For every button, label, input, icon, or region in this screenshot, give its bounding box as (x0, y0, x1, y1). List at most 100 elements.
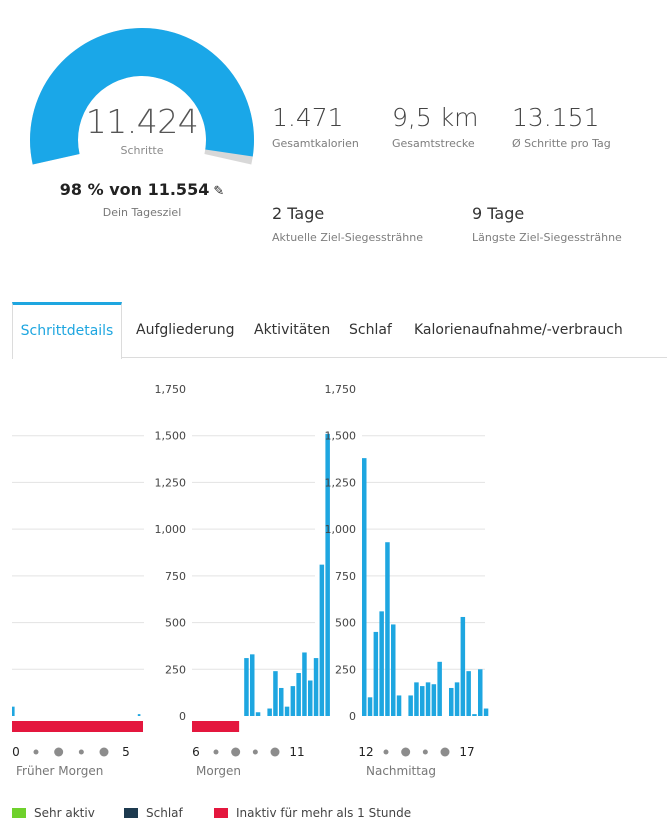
hour-dot (231, 747, 241, 757)
steps-gauge-arc (30, 28, 255, 165)
step-bar[interactable] (244, 658, 249, 716)
step-bar[interactable] (454, 682, 460, 716)
streak-value: 2 Tage (272, 204, 325, 223)
step-bar[interactable] (483, 708, 489, 716)
step-bar[interactable] (408, 695, 413, 716)
hour-label-end: 17 (459, 745, 474, 759)
step-bar[interactable] (279, 687, 284, 716)
hour-dot (440, 747, 450, 757)
tab-bar: Schrittdetails Aufgliederung Aktivitäten… (12, 302, 667, 359)
y-tick-label: 500 (335, 617, 356, 630)
period-label: Nachmittag (366, 764, 436, 778)
step-bar[interactable] (308, 680, 313, 716)
tab-aktivitaeten[interactable]: Aktivitäten (254, 322, 331, 338)
step-bar[interactable] (290, 686, 296, 716)
stat-average-steps: 13.151 Ø Schritte pro Tag (512, 104, 612, 154)
step-bar[interactable] (137, 714, 141, 716)
step-bar[interactable] (396, 695, 402, 716)
hour-label-start: 6 (192, 745, 200, 759)
tab-schrittdetails[interactable]: Schrittdetails (12, 302, 122, 359)
step-bar[interactable] (466, 671, 471, 716)
tab-kalorien[interactable]: Kalorienaufnahme/-verbrauch (414, 322, 623, 338)
step-bar[interactable] (267, 708, 272, 716)
daily-goal-label: Dein Tagesziel (102, 206, 182, 219)
y-tick-label: 0 (349, 710, 356, 723)
step-bar[interactable] (373, 631, 379, 716)
stat-label: Gesamtstrecke (392, 137, 475, 150)
legend-label: Sehr aktiv (34, 806, 95, 820)
chart-panel-1: 0 250 500 750 1,000 1,250 1,500 1,750 6 11 Morgen (155, 383, 330, 778)
step-bar[interactable] (460, 616, 466, 716)
hour-dot (401, 747, 411, 757)
hour-dot (213, 749, 219, 755)
step-bar[interactable] (478, 669, 483, 716)
hour-label-start: 0 (12, 745, 20, 759)
legend-swatch (12, 807, 26, 818)
streak-value: 9 Tage (472, 204, 525, 223)
period-label: Morgen (196, 764, 241, 778)
hour-dot (422, 749, 428, 755)
inactive-period-bar (12, 721, 143, 732)
y-tick-label: 1,000 (155, 523, 187, 536)
hour-dot (54, 747, 64, 757)
step-bar[interactable] (379, 611, 384, 716)
hour-label-end: 11 (289, 745, 304, 759)
tab-aufgliederung[interactable]: Aufgliederung (136, 322, 235, 338)
step-bar[interactable] (420, 686, 425, 716)
streak-label: Längste Ziel-Siegessträhne (472, 231, 622, 244)
hour-dot (78, 749, 84, 755)
legend-inactive: Inaktiv für mehr als 1 Stunde (214, 806, 411, 820)
step-bar[interactable] (12, 706, 15, 716)
hour-label-end: 5 (122, 745, 130, 759)
streak-label: Aktuelle Ziel-Siegessträhne (272, 231, 424, 244)
step-bar[interactable] (362, 458, 367, 716)
step-bar[interactable] (250, 654, 255, 716)
stat-value: 13.151 (512, 103, 600, 132)
y-tick-label: 1,500 (155, 430, 187, 443)
step-bar[interactable] (296, 673, 301, 716)
step-bar[interactable] (367, 697, 373, 716)
step-bar[interactable] (273, 671, 278, 716)
stat-current-streak: 2 Tage Aktuelle Ziel-Siegessträhne (272, 204, 452, 248)
y-tick-label: 1,750 (155, 383, 187, 396)
step-bar[interactable] (431, 684, 437, 716)
step-bar[interactable] (313, 658, 319, 716)
chart-panel-2: 0 250 500 750 1,000 1,250 1,500 1,750 12 17 Nachmi… (325, 383, 489, 778)
step-bar[interactable] (472, 714, 477, 716)
step-bar[interactable] (325, 433, 330, 716)
step-bar[interactable] (437, 661, 442, 716)
step-bar[interactable] (391, 624, 396, 716)
legend-label: Inaktiv für mehr als 1 Stunde (236, 806, 412, 820)
daily-goal-text: 98 % von 11.554 (59, 180, 210, 199)
steps-label: Schritte (120, 144, 164, 157)
step-bar[interactable] (385, 542, 390, 716)
step-bar[interactable] (302, 652, 307, 716)
y-tick-label: 1,250 (325, 476, 357, 489)
step-bar[interactable] (319, 564, 325, 716)
stat-label: Gesamtkalorien (272, 137, 359, 150)
legend-label: Schlaf (146, 806, 183, 820)
hour-dot (270, 747, 280, 757)
y-tick-label: 1,250 (155, 476, 187, 489)
y-tick-label: 0 (179, 710, 186, 723)
y-tick-label: 1,750 (325, 383, 357, 396)
step-bar[interactable] (255, 712, 261, 716)
stat-total-calories: 1.471 Gesamtkalorien (272, 104, 372, 154)
step-bar[interactable] (284, 706, 290, 716)
legend-swatch (124, 807, 138, 818)
legend-sleep: Schlaf (124, 806, 183, 820)
hour-dot (99, 747, 109, 757)
period-label: Früher Morgen (16, 764, 103, 778)
hour-dot (252, 749, 258, 755)
step-bar[interactable] (449, 687, 454, 716)
step-bar[interactable] (414, 682, 419, 716)
y-tick-label: 250 (335, 663, 356, 676)
step-chart: 0 5 Früher Morgen 0 250 500 750 1,000 1,250 1,500… (0, 375, 667, 785)
tab-schlaf[interactable]: Schlaf (349, 322, 392, 338)
step-bar[interactable] (425, 682, 431, 716)
stat-total-distance: 9,5 km Gesamtstrecke (392, 104, 502, 154)
y-tick-label: 750 (335, 570, 356, 583)
pencil-icon[interactable]: ✎ (213, 184, 225, 199)
chart-panel-0: 0 5 Früher Morgen (12, 435, 144, 778)
legend-swatch (214, 807, 228, 818)
